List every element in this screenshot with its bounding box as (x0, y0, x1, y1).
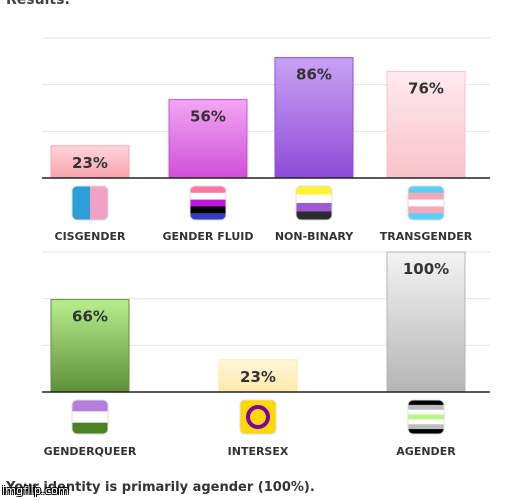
intersex-flag-icon (239, 399, 277, 435)
category-label: AGENDER (396, 445, 456, 458)
imgflip-watermark: imgflip.com (2, 484, 69, 497)
bar-value-label: 66% (72, 308, 108, 326)
bar-value-label: 76% (408, 80, 444, 98)
category-label: TRANSGENDER (380, 230, 473, 243)
bar-intersex (218, 359, 298, 393)
category-label: INTERSEX (228, 445, 289, 458)
bar-value-label: 56% (190, 108, 226, 126)
bar-genderqueer (50, 299, 130, 393)
bar-value-label: 86% (296, 66, 332, 84)
category-label: NON-BINARY (275, 230, 354, 243)
bar-value-label: 23% (72, 154, 108, 172)
category-label: GENDER FLUID (163, 230, 254, 243)
bar-cisgender (50, 145, 130, 179)
bar-non-binary (274, 57, 354, 179)
results-heading: Results: (6, 0, 70, 8)
agender-flag-icon (407, 399, 445, 435)
bar-agender (386, 251, 466, 393)
bar-value-label: 100% (403, 260, 449, 278)
nonbinary-flag-icon (295, 185, 333, 221)
genderfluid-flag-icon (189, 185, 227, 221)
genderqueer-flag-icon (71, 399, 109, 435)
transgender-flag-icon (407, 185, 445, 221)
result-summary: Your identity is primarily agender (100%… (6, 480, 315, 495)
category-label: GENDERQUEER (44, 445, 137, 458)
bar-value-label: 23% (240, 368, 276, 386)
cisgender-flag-icon (71, 185, 109, 221)
bar-gender-fluid (168, 99, 248, 179)
category-label: CISGENDER (55, 230, 126, 243)
